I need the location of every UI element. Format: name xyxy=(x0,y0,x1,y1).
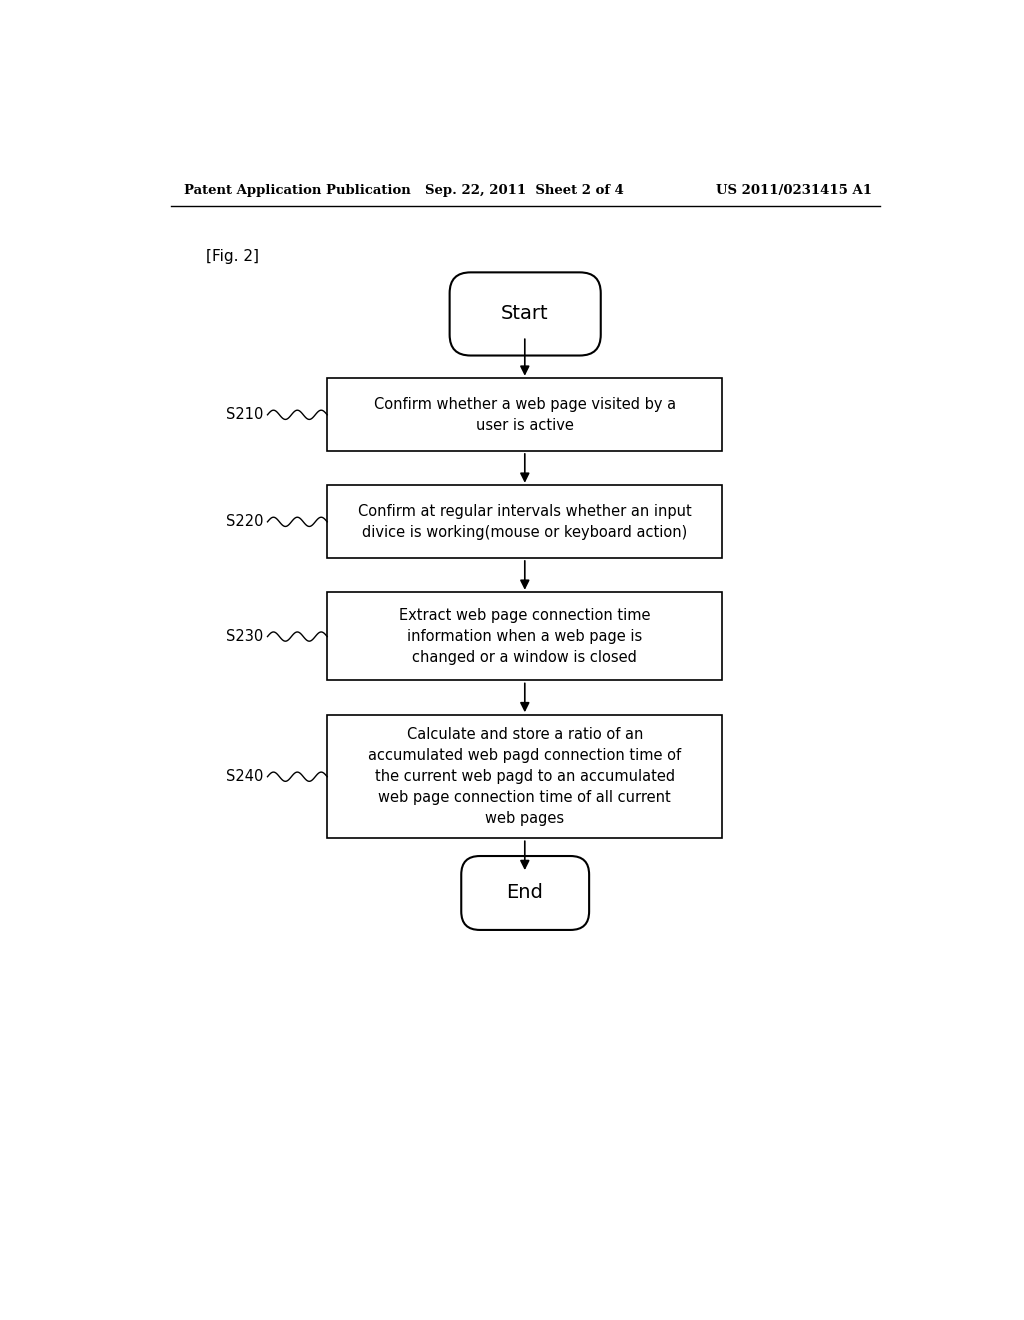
Text: US 2011/0231415 A1: US 2011/0231415 A1 xyxy=(716,185,872,197)
Bar xyxy=(328,715,722,838)
Text: S240: S240 xyxy=(226,770,263,784)
Text: Start: Start xyxy=(501,305,549,323)
Text: Sep. 22, 2011  Sheet 2 of 4: Sep. 22, 2011 Sheet 2 of 4 xyxy=(425,185,625,197)
Text: End: End xyxy=(506,883,544,903)
Text: S230: S230 xyxy=(226,630,263,644)
Text: Extract web page connection time
information when a web page is
changed or a win: Extract web page connection time informa… xyxy=(399,609,650,665)
Bar xyxy=(328,378,722,451)
Text: [Fig. 2]: [Fig. 2] xyxy=(206,248,258,264)
Bar xyxy=(328,484,722,558)
Text: Patent Application Publication: Patent Application Publication xyxy=(183,185,411,197)
Text: S210: S210 xyxy=(226,408,263,422)
Text: Calculate and store a ratio of an
accumulated web pagd connection time of
the cu: Calculate and store a ratio of an accumu… xyxy=(369,727,681,826)
FancyBboxPatch shape xyxy=(461,857,589,929)
Text: S220: S220 xyxy=(226,515,263,529)
FancyBboxPatch shape xyxy=(450,272,601,355)
Bar xyxy=(328,591,722,681)
Text: Confirm whether a web page visited by a
user is active: Confirm whether a web page visited by a … xyxy=(374,397,676,433)
Text: Confirm at regular intervals whether an input
divice is working(mouse or keyboar: Confirm at regular intervals whether an … xyxy=(358,504,691,540)
